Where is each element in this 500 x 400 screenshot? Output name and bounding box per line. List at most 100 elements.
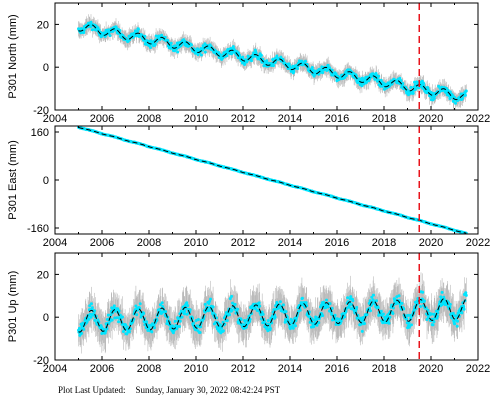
data-point [82, 327, 86, 331]
data-point [463, 93, 467, 97]
data-point [85, 320, 89, 324]
data-point [143, 34, 147, 38]
x-tick-label: 2016 [325, 113, 349, 125]
data-point [209, 297, 212, 301]
data-point [373, 77, 377, 81]
data-point [326, 63, 330, 67]
data-point [82, 31, 86, 35]
data-point [454, 101, 457, 105]
data-point [88, 304, 92, 308]
data-point [150, 330, 154, 334]
data-point [154, 34, 158, 38]
x-tick-label: 2008 [137, 237, 161, 249]
data-point [422, 81, 426, 85]
data-point [296, 67, 300, 71]
data-point [135, 313, 139, 317]
x-tick-label: 2006 [90, 237, 114, 249]
data-point [218, 53, 222, 57]
x-tick-label: 2010 [184, 113, 208, 125]
data-point [399, 79, 403, 83]
data-point [93, 309, 96, 313]
data-point [460, 97, 464, 101]
x-tick-label: 2022 [466, 237, 490, 249]
x-tick-label: 2022 [466, 113, 490, 125]
data-point [77, 326, 81, 330]
data-point [230, 294, 234, 298]
data-layer [77, 253, 468, 360]
data-point [138, 302, 142, 306]
data-point [225, 54, 229, 58]
data-point [228, 313, 231, 317]
data-point [82, 28, 86, 32]
data-point [175, 327, 179, 331]
data-point [211, 305, 215, 309]
y-tick-label: 160 [31, 127, 49, 139]
data-point [177, 325, 181, 328]
data-point [417, 86, 421, 90]
data-layer [77, 126, 468, 234]
x-tick-label: 2006 [90, 113, 114, 125]
data-point [152, 326, 156, 330]
data-point [171, 331, 175, 335]
data-point [292, 70, 296, 74]
x-tick-label: 2012 [231, 237, 255, 249]
data-point [109, 313, 113, 317]
data-point [198, 331, 202, 334]
data-point [265, 59, 269, 63]
data-point [228, 297, 232, 301]
data-point [199, 53, 203, 57]
data-point [398, 76, 402, 80]
chart-panel-3: 2004 2006 2008 2010 2012 2014 2016 2018 2020 2022… [7, 252, 490, 375]
data-point [138, 306, 142, 310]
data-point [464, 89, 468, 93]
data-point [113, 316, 117, 320]
data-point [343, 76, 347, 80]
data-point [145, 320, 149, 324]
data-point [117, 309, 121, 313]
data-point [121, 315, 124, 319]
data-point [80, 331, 83, 335]
x-tick-label: 2004 [43, 113, 67, 125]
data-point [185, 312, 189, 316]
data-point [221, 329, 225, 333]
data-point [401, 82, 405, 85]
x-tick-label: 2014 [278, 113, 302, 125]
data-point [115, 316, 119, 320]
data-point [137, 27, 140, 31]
x-tick-label: 2016 [325, 237, 349, 249]
data-point [106, 313, 110, 317]
data-point [142, 320, 146, 323]
data-point [136, 30, 140, 33]
data-point [231, 301, 234, 305]
data-layer [77, 3, 468, 110]
data-point [178, 319, 182, 323]
y-tick-label: 0 [43, 175, 49, 187]
data-point [272, 64, 275, 68]
data-point [230, 308, 234, 312]
data-point [225, 319, 229, 323]
data-point [164, 310, 168, 314]
y-tick-label: 20 [37, 19, 49, 31]
data-point [196, 53, 200, 57]
data-point [176, 50, 180, 54]
data-point [310, 66, 314, 69]
data-point [190, 43, 193, 47]
data-point [125, 325, 129, 329]
data-point [134, 304, 138, 308]
data-point [93, 318, 97, 322]
data-point [134, 34, 138, 38]
data-point [89, 315, 93, 319]
data-point [250, 59, 253, 63]
data-point [92, 311, 96, 315]
data-point [183, 312, 187, 316]
data-point [163, 35, 167, 39]
data-point [79, 31, 83, 35]
data-point [89, 302, 93, 306]
y-tick-label: -20 [33, 105, 49, 117]
data-point [360, 84, 364, 88]
data-point [165, 322, 169, 326]
data-point [196, 318, 200, 321]
data-point [180, 315, 184, 319]
data-point [208, 299, 212, 303]
